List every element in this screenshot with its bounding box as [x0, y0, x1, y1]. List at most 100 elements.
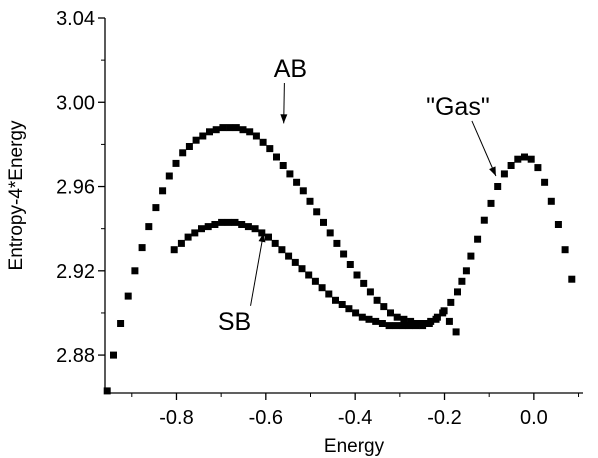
data-point-series-1: [474, 235, 482, 243]
data-point-series-2: [170, 246, 178, 254]
y-tick-label: 3.04: [56, 8, 95, 30]
y-tick-label: 2.92: [56, 261, 95, 283]
data-point-series-2: [425, 320, 433, 327]
data-point-series-2: [412, 322, 420, 330]
data-point-series-1: [541, 178, 549, 186]
data-point-series-2: [352, 309, 360, 317]
data-point-series-1: [145, 223, 153, 231]
data-point-series-2: [271, 239, 279, 247]
data-point-series-1: [306, 197, 314, 205]
data-point-series-2: [419, 322, 427, 330]
data-point-series-2: [224, 218, 232, 226]
data-point-series-2: [265, 233, 272, 241]
data-point-series-1: [179, 149, 187, 157]
data-point-series-2: [325, 290, 333, 298]
data-point-series-1: [326, 229, 334, 237]
data-point-series-2: [358, 313, 366, 321]
data-point-series-2: [298, 265, 306, 273]
annotation-label: "Gas": [426, 93, 490, 121]
data-point-series-1: [487, 199, 495, 207]
data-point-series-2: [184, 233, 192, 241]
annotation-arrowhead: [489, 166, 496, 177]
data-point-series-1: [447, 298, 455, 306]
data-point-series-2: [305, 271, 313, 279]
data-point-series-1: [212, 126, 220, 134]
data-point-series-1: [387, 309, 394, 317]
data-point-series-1: [226, 124, 234, 132]
data-point-series-1: [131, 267, 139, 275]
data-point-series-1: [159, 187, 167, 195]
data-point-series-1: [346, 261, 354, 268]
annotation-label: AB: [274, 55, 307, 83]
data-point-series-2: [432, 315, 440, 323]
y-tick-label: 2.96: [56, 177, 95, 199]
data-point-series-1: [340, 250, 348, 258]
data-point-series-1: [507, 162, 515, 169]
x-tick-label: 0.0: [520, 407, 548, 429]
data-point-series-1: [172, 159, 180, 167]
data-point-series-1: [514, 155, 522, 163]
data-point-series-1: [366, 288, 374, 296]
data-point-series-2: [338, 301, 346, 308]
data-point-series-1: [462, 267, 470, 275]
data-point-series-1: [199, 132, 207, 140]
data-point-series-2: [318, 284, 326, 292]
data-point-series-2: [439, 309, 447, 317]
annotation-arrowhead: [280, 114, 288, 124]
data-point-series-2: [251, 225, 259, 233]
x-tick-label: -0.6: [249, 407, 283, 429]
data-point-series-1: [360, 279, 368, 287]
x-tick-label: -0.8: [159, 407, 193, 429]
data-point-series-2: [385, 322, 393, 330]
x-axis-label: Energy: [324, 436, 385, 457]
data-point-series-1: [554, 221, 562, 228]
data-point-series-1: [246, 128, 254, 136]
data-point-series-1: [561, 246, 569, 254]
axes: [104, 18, 583, 394]
data-point-series-1: [527, 155, 535, 163]
data-point-series-1: [299, 187, 307, 195]
data-point-series-2: [238, 221, 246, 228]
data-point-series-1: [103, 387, 111, 395]
data-point-series-1: [494, 183, 502, 190]
annotations: AB "Gas" SB: [218, 55, 497, 336]
data-point-series-2: [332, 296, 339, 304]
data-point-series-1: [239, 126, 247, 134]
data-point-series-1: [293, 178, 301, 186]
data-point-series-1: [185, 143, 193, 150]
data-point-series-1: [273, 153, 280, 161]
data-point-series-1: [259, 138, 267, 146]
data-point-series-2: [378, 320, 386, 327]
data-point-series-2: [278, 246, 286, 254]
data-point-series-1: [353, 271, 361, 279]
data-point-series-1: [480, 216, 488, 224]
data-point-series-1: [380, 303, 388, 311]
data-point-series-1: [117, 320, 125, 327]
data-point-series-2: [244, 223, 252, 231]
data-point-series-2: [177, 239, 185, 247]
data-point-series-2: [392, 322, 400, 330]
data-point-series-1: [286, 170, 294, 178]
y-tick-label: 2.88: [56, 345, 95, 367]
data-point-series-1: [219, 124, 227, 132]
data-point-series-1: [252, 132, 260, 140]
data-point-series-1: [110, 351, 117, 359]
data-point-series-2: [285, 252, 293, 260]
data-point-series-2: [345, 305, 353, 313]
data-point-series-1: [266, 145, 274, 153]
data-point-series-2: [211, 221, 219, 228]
data-point-series-1: [165, 172, 173, 180]
data-point-series-1: [407, 317, 415, 325]
y-axis-label: Entropy-4*Energy: [6, 120, 27, 270]
x-tick-label: -0.4: [338, 407, 372, 429]
data-point-series-1: [279, 162, 287, 169]
data-point-series-2: [204, 223, 212, 231]
data-point-series-1: [313, 208, 321, 216]
data-point-series-2: [198, 225, 205, 233]
data-point-series-2: [218, 218, 226, 226]
data-point-series-1: [152, 204, 160, 212]
data-point-series-1: [458, 277, 466, 285]
data-point-series-1: [500, 170, 508, 178]
annotation-arrowhead: [258, 232, 266, 243]
